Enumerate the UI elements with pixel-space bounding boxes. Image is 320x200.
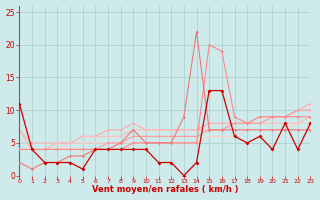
- X-axis label: Vent moyen/en rafales ( km/h ): Vent moyen/en rafales ( km/h ): [92, 185, 238, 194]
